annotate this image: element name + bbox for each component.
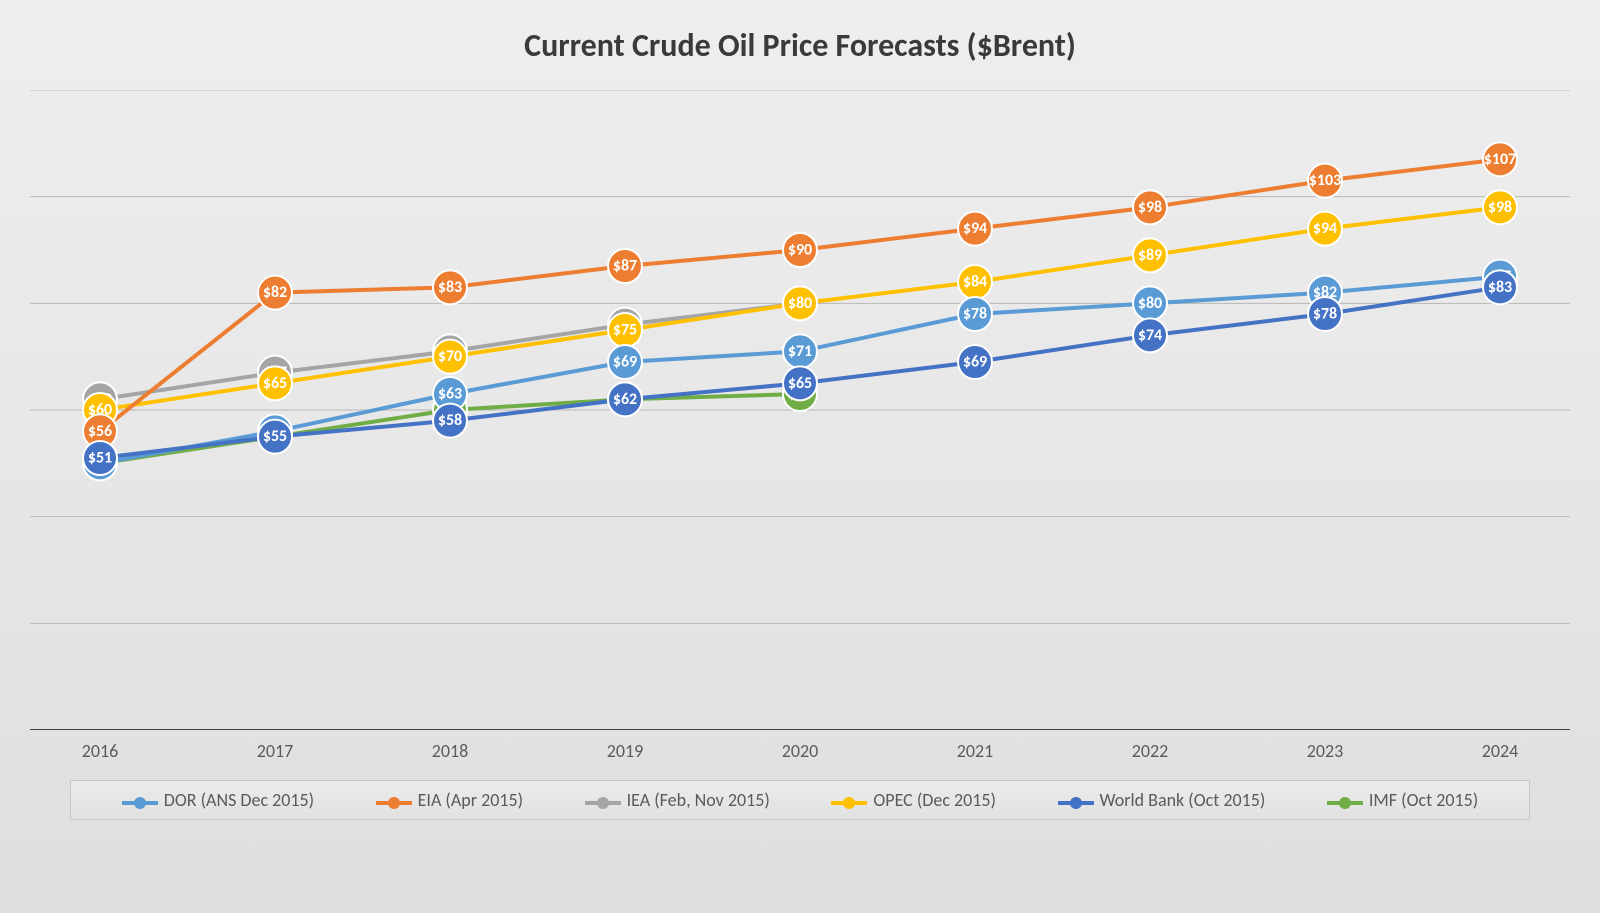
legend-label: DOR (ANS Dec 2015) bbox=[164, 789, 314, 811]
x-axis-label: 2019 bbox=[607, 740, 644, 762]
data-label: $74 bbox=[1138, 326, 1162, 345]
data-label: $80 bbox=[1138, 294, 1162, 313]
legend-swatch-icon bbox=[376, 793, 412, 807]
data-label: $94 bbox=[1313, 219, 1337, 238]
legend-label: OPEC (Dec 2015) bbox=[873, 789, 996, 811]
data-label: $83 bbox=[438, 278, 462, 297]
x-axis-label: 2021 bbox=[957, 740, 994, 762]
x-axis-label: 2022 bbox=[1132, 740, 1169, 762]
legend-swatch-icon bbox=[585, 793, 621, 807]
data-label: $80 bbox=[788, 294, 812, 313]
data-label: $89 bbox=[1138, 246, 1162, 265]
data-label: $82 bbox=[263, 283, 287, 302]
data-label: $71 bbox=[788, 342, 812, 361]
legend: DOR (ANS Dec 2015) EIA (Apr 2015) IEA (Feb… bbox=[70, 780, 1530, 820]
legend-swatch-icon bbox=[1327, 793, 1363, 807]
legend-label: IMF (Oct 2015) bbox=[1369, 789, 1478, 811]
legend-item-wb: World Bank (Oct 2015) bbox=[1058, 789, 1266, 811]
data-label: $84 bbox=[963, 273, 987, 292]
data-label: $83 bbox=[1488, 278, 1512, 297]
legend-item-imf: IMF (Oct 2015) bbox=[1327, 789, 1478, 811]
data-label: $78 bbox=[963, 305, 987, 324]
data-label: $69 bbox=[613, 353, 637, 372]
data-label: $94 bbox=[963, 219, 987, 238]
x-axis-label: 2018 bbox=[432, 740, 469, 762]
x-axis-label: 2020 bbox=[782, 740, 819, 762]
data-label: $98 bbox=[1138, 198, 1162, 217]
data-label: $103 bbox=[1309, 171, 1341, 190]
legend-label: EIA (Apr 2015) bbox=[418, 789, 523, 811]
x-axis-label: 2016 bbox=[82, 740, 119, 762]
chart-title: Current Crude Oil Price Forecasts ($Bren… bbox=[0, 26, 1600, 65]
legend-swatch-icon bbox=[122, 793, 158, 807]
data-label: $69 bbox=[963, 353, 987, 372]
data-label: $87 bbox=[613, 257, 637, 276]
data-label: $58 bbox=[438, 411, 462, 430]
legend-label: IEA (Feb, Nov 2015) bbox=[627, 789, 770, 811]
data-label: $62 bbox=[613, 390, 637, 409]
data-label: $98 bbox=[1488, 198, 1512, 217]
data-label: $51 bbox=[88, 449, 112, 468]
data-label: $70 bbox=[438, 347, 462, 366]
data-label: $56 bbox=[88, 422, 112, 441]
x-axis-label: 2024 bbox=[1482, 740, 1519, 762]
data-label: $63 bbox=[438, 385, 462, 404]
legend-item-opec: OPEC (Dec 2015) bbox=[831, 789, 996, 811]
x-axis-label: 2017 bbox=[257, 740, 294, 762]
data-label: $90 bbox=[788, 241, 812, 260]
legend-label: World Bank (Oct 2015) bbox=[1100, 789, 1266, 811]
data-label: $107 bbox=[1484, 150, 1516, 169]
legend-item-dor: DOR (ANS Dec 2015) bbox=[122, 789, 314, 811]
data-label: $78 bbox=[1313, 305, 1337, 324]
data-label: $55 bbox=[263, 427, 287, 446]
data-label: $75 bbox=[613, 321, 637, 340]
legend-swatch-icon bbox=[831, 793, 867, 807]
plot-area: $62$67$71$76$80$60$65$70$75$80$84$89$94$… bbox=[30, 90, 1570, 730]
data-label: $65 bbox=[788, 374, 812, 393]
legend-swatch-icon bbox=[1058, 793, 1094, 807]
legend-item-iea: IEA (Feb, Nov 2015) bbox=[585, 789, 770, 811]
x-axis-labels: 2016 2017 2018 2019 2020 2021 2022 2023 2024 bbox=[30, 740, 1570, 770]
data-label: $65 bbox=[263, 374, 287, 393]
legend-item-eia: EIA (Apr 2015) bbox=[376, 789, 523, 811]
x-axis-label: 2023 bbox=[1307, 740, 1344, 762]
